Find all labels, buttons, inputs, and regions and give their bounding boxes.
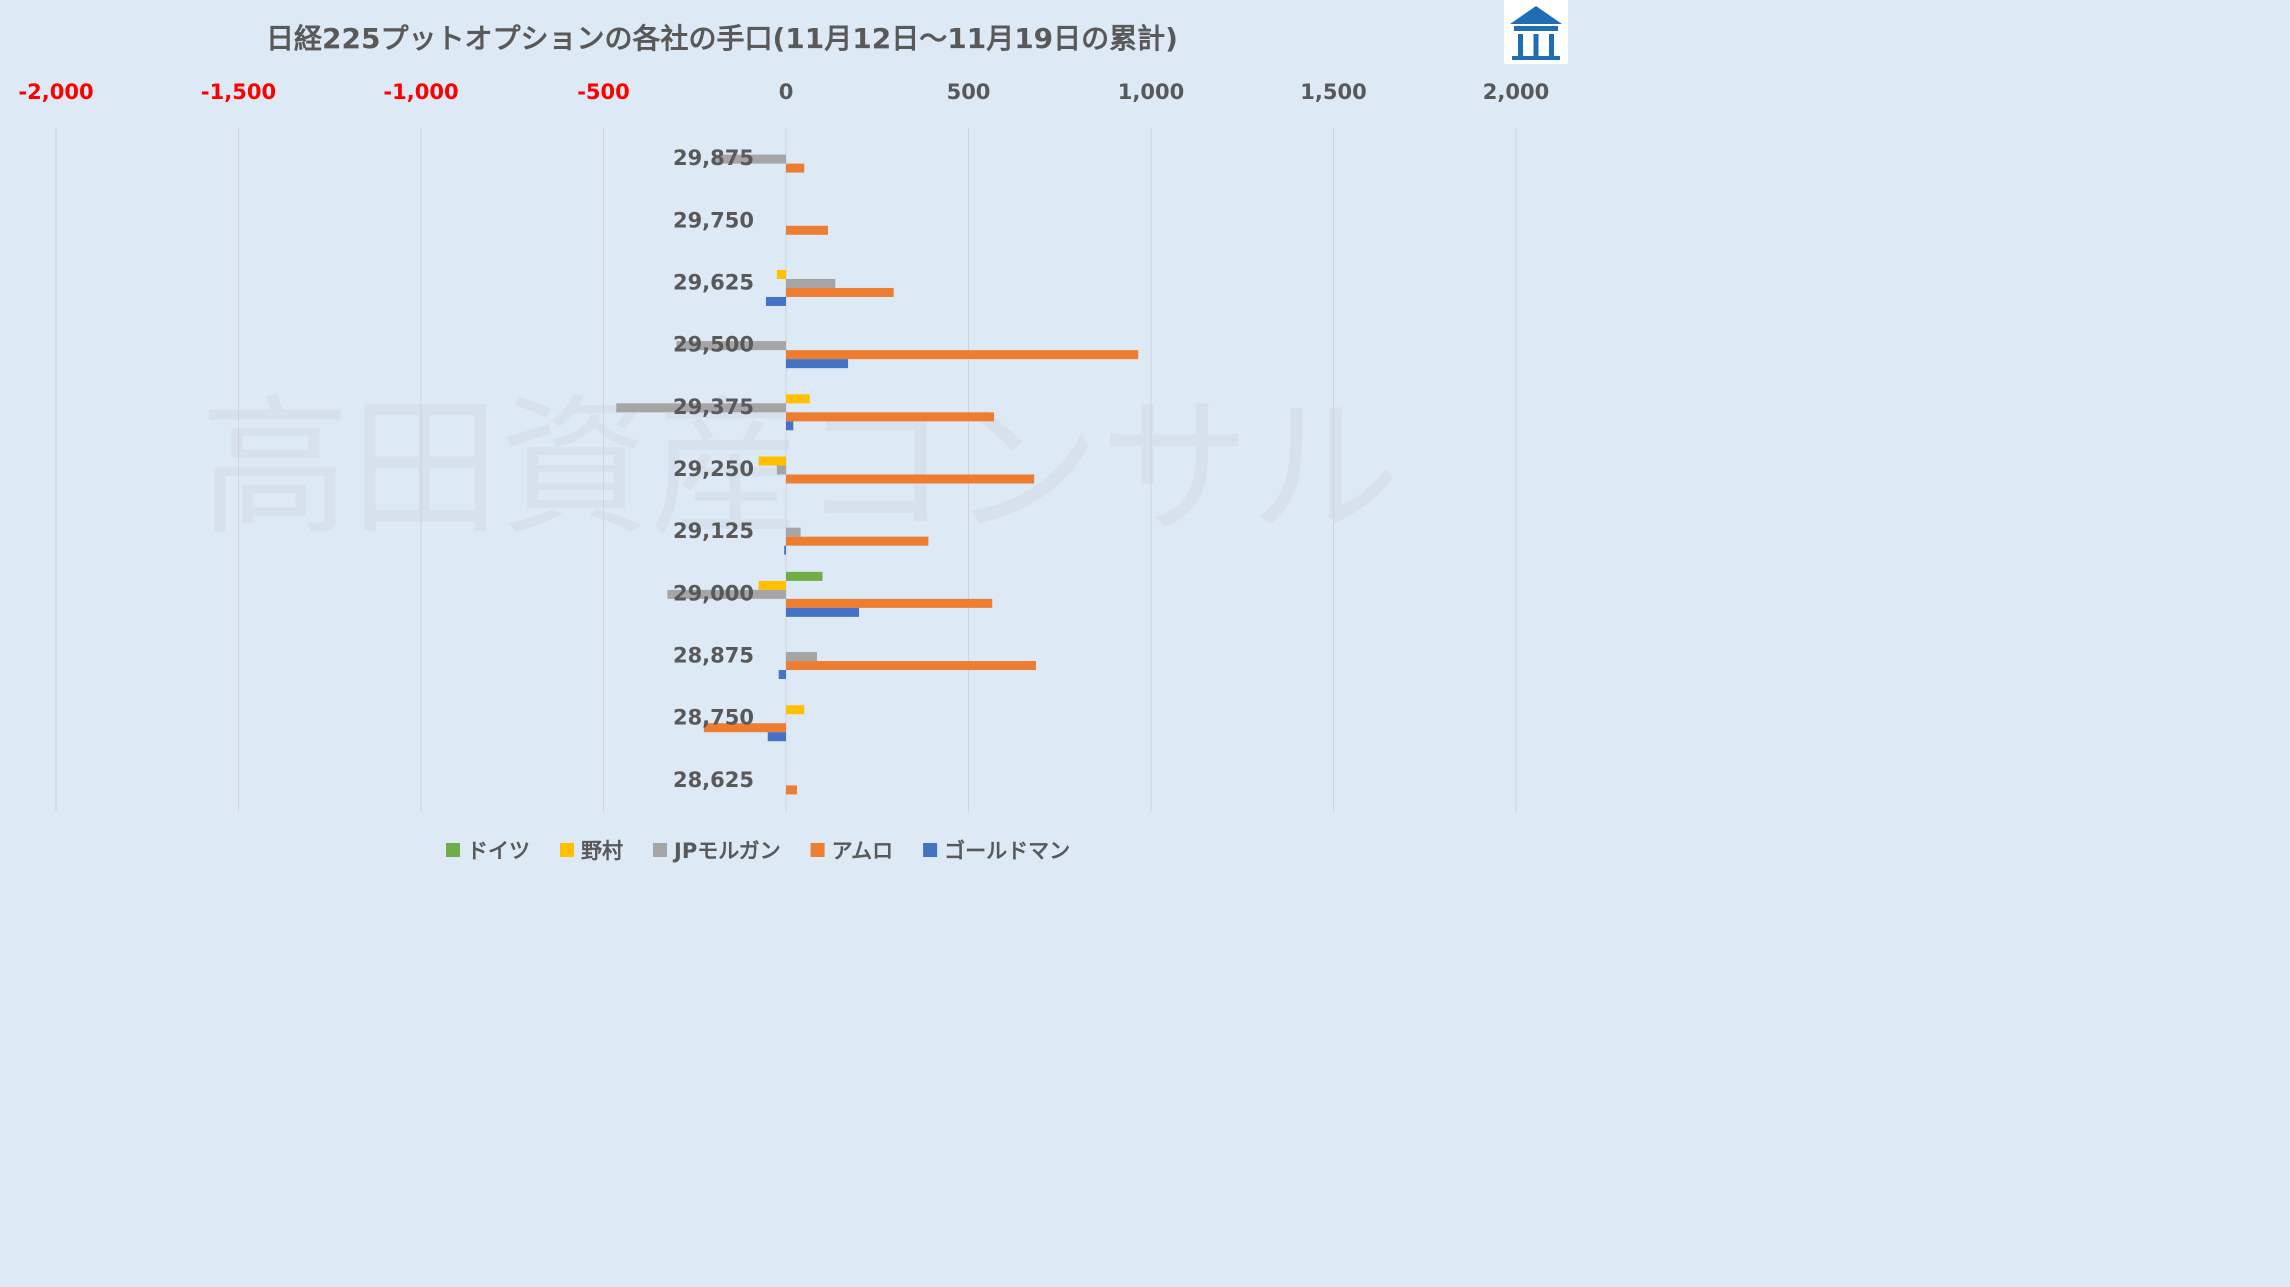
x-axis-ticks: -2,000 -1,500 -1,000 -500 0 500 1,000 1,500 2,00… [18, 80, 1549, 104]
category-label: 28,625 [673, 768, 754, 792]
bar [713, 154, 786, 164]
category-label: 28,875 [673, 644, 754, 668]
bar [786, 412, 995, 422]
bar [786, 163, 805, 173]
bar [786, 278, 836, 288]
bar [776, 269, 786, 279]
legend-swatch [923, 843, 938, 857]
legend-swatch [653, 843, 667, 857]
bar [786, 571, 823, 581]
bar [786, 527, 801, 537]
bar [786, 359, 849, 369]
legend-label: ドイツ [467, 839, 530, 863]
category-label: 29,750 [673, 208, 754, 232]
bar [786, 607, 859, 617]
legend-swatch [810, 843, 825, 857]
x-tick-label: 1,500 [1300, 80, 1366, 104]
bar [786, 350, 1139, 360]
x-tick-label: -2,000 [18, 80, 93, 104]
legend-label: JPモルガン [672, 839, 781, 863]
category-label: 29,375 [673, 395, 754, 419]
bar [786, 536, 929, 546]
bar [616, 403, 786, 413]
bar [758, 580, 786, 590]
category-label: 29,875 [673, 146, 754, 170]
legend-label: 野村 [581, 839, 623, 863]
bar [786, 421, 794, 431]
bar [778, 670, 786, 680]
category-label: 29,625 [673, 270, 754, 294]
bar [784, 545, 786, 555]
x-tick-label: 1,000 [1118, 80, 1184, 104]
bar [767, 732, 786, 742]
bar [786, 661, 1037, 671]
legend: ドイツ 野村 JPモルガン アムロ ゴールドマン [446, 839, 1070, 863]
chart: 日経225プットオプションの各社の手口(11月12日～11月19日の累計) 高田… [18, 22, 1549, 863]
x-tick-label: -1,000 [383, 80, 458, 104]
bar [786, 394, 810, 404]
x-tick-label: -1,500 [201, 80, 276, 104]
category-label: 29,250 [673, 457, 754, 481]
category-labels: 29,875 29,750 29,625 29,500 29,375 29,250 29,1… [673, 146, 754, 792]
bars [616, 154, 1139, 795]
chart-title: 日経225プットオプションの各社の手口(11月12日～11月19日の累計) [266, 22, 1178, 55]
bar [776, 465, 786, 475]
legend-swatch [446, 843, 460, 857]
category-label: 28,750 [673, 706, 754, 730]
bar [786, 705, 805, 715]
logo [1504, 0, 1568, 64]
bar [703, 723, 786, 733]
category-label: 29,000 [673, 581, 754, 605]
bar [786, 785, 797, 795]
legend-label: ゴールドマン [944, 839, 1070, 863]
bar [786, 225, 828, 235]
legend-swatch [560, 843, 574, 857]
x-tick-label: 0 [779, 80, 794, 104]
category-label: 29,125 [673, 519, 754, 543]
bar [676, 341, 786, 351]
legend-label: アムロ [832, 839, 894, 863]
bar [765, 296, 786, 306]
house-logo-icon [1510, 6, 1562, 60]
bar [786, 652, 818, 662]
bar [758, 456, 786, 466]
x-tick-label: -500 [577, 80, 630, 104]
x-tick-label: 2,000 [1483, 80, 1549, 104]
x-tick-label: 500 [947, 80, 991, 104]
bar [786, 598, 993, 608]
bar [667, 589, 786, 599]
category-label: 29,500 [673, 333, 754, 357]
bar [786, 287, 894, 297]
bar [786, 474, 1035, 484]
